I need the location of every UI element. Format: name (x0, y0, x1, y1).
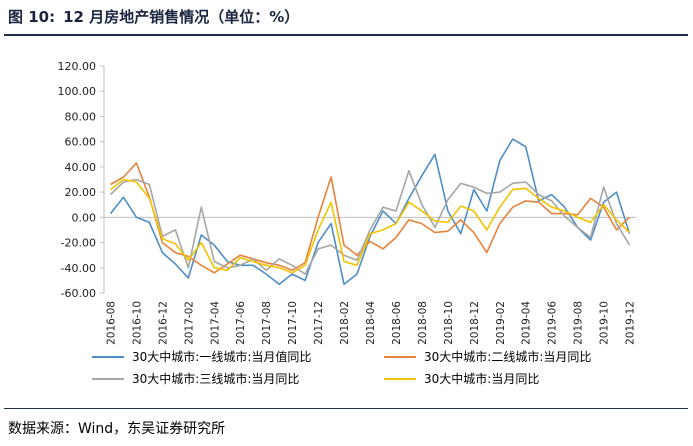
x-tick-label: 2017-04 (209, 301, 221, 345)
x-tick-label: 2018-12 (469, 301, 481, 345)
y-tick-label: 60.00 (65, 136, 97, 149)
legend-label-tier2: 30大中城市:二线城市:当月同比 (424, 350, 592, 364)
legend-item-tier1: 30大中城市:一线城市:当月值同比 (92, 348, 311, 365)
figure-title: 图 10: 12 月房地产销售情况（单位：%） (8, 6, 307, 27)
legend-label-tier1: 30大中城市:一线城市:当月值同比 (132, 350, 312, 364)
y-tick-label: 0.00 (72, 211, 97, 224)
legend-item-total: 30大中城市:当月同比 (384, 370, 539, 387)
y-tick-label: 20.00 (65, 186, 97, 199)
x-tick-label: 2019-08 (573, 301, 585, 345)
legend-swatch-tier3 (92, 377, 124, 380)
x-tick-label: 2018-10 (443, 301, 455, 345)
source-rule (4, 408, 688, 409)
x-tick-label: 2019-04 (521, 301, 533, 345)
x-tick-label: 2019-06 (547, 301, 559, 345)
legend-swatch-tier2 (384, 355, 416, 358)
y-tick-label: 120.00 (58, 60, 97, 73)
legend-swatch-tier1 (92, 355, 124, 358)
series-line-0 (109, 138, 631, 286)
legend-label-total: 30大中城市:当月同比 (424, 372, 540, 386)
y-tick-label: 40.00 (65, 161, 97, 174)
x-tick-label: 2018-02 (339, 301, 351, 345)
series-line-2 (109, 169, 631, 275)
x-tick-label: 2017-08 (261, 301, 273, 345)
x-tick-label: 2017-02 (183, 301, 195, 345)
legend-label-tier3: 30大中城市:三线城市:当月同比 (132, 372, 300, 386)
x-tick-label: 2017-06 (235, 301, 247, 345)
y-tick-label: 80.00 (65, 110, 97, 123)
y-tick-label: -40.00 (61, 262, 96, 275)
x-tick-label: 2018-06 (391, 301, 403, 345)
source-note: 数据来源：Wind，东吴证券研究所 (8, 421, 226, 437)
x-tick-label: 2017-12 (313, 301, 325, 345)
series-line-3 (110, 178, 631, 274)
legend-swatch-total (384, 377, 416, 380)
legend-item-tier3: 30大中城市:三线城市:当月同比 (92, 370, 299, 387)
y-tick-label: -20.00 (61, 237, 96, 250)
x-tick-label: 2016-10 (131, 301, 143, 345)
x-tick-label: 2019-12 (625, 301, 637, 345)
figure-caption: 12 月房地产销售情况（单位：%） (63, 8, 300, 26)
x-tick-label: 2019-02 (495, 301, 507, 345)
y-axis: 120.00 100.00 80.00 60.00 40.00 20.00 0.00 -20.… (58, 60, 105, 300)
x-tick-label: 2019-10 (599, 301, 611, 345)
y-tick-label: 100.00 (58, 85, 97, 98)
x-tick-label: 2017-10 (287, 301, 299, 345)
title-rule (4, 34, 688, 36)
series-lines (109, 138, 631, 286)
x-tick-label: 2016-08 (105, 301, 117, 345)
x-tick-label: 2018-04 (365, 301, 377, 345)
x-tick-label: 2018-08 (417, 301, 429, 345)
x-tick-label: 2016-12 (157, 301, 169, 345)
figure-number: 图 10: (8, 8, 56, 26)
y-tick-label: -60.00 (61, 287, 96, 300)
x-axis: 2016-08 2016-10 2016-12 2017-02 2017-04 2017-… (104, 216, 637, 345)
series-line-1 (110, 162, 631, 274)
legend-item-tier2: 30大中城市:二线城市:当月同比 (384, 348, 591, 365)
